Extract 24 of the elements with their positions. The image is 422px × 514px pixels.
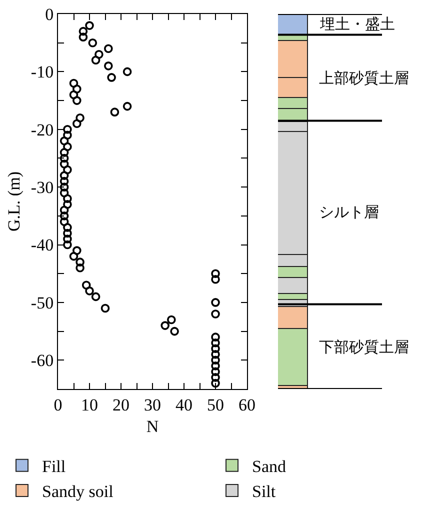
y-tick-label: -60 [30,351,54,370]
x-tick-label: 40 [176,395,192,414]
x-axis-title: N [146,416,159,436]
legend-label: Silt [252,482,276,502]
legend-label: Sandy soil [42,482,114,502]
bar [278,14,308,35]
legend-label: Fill [42,457,66,476]
y-tick-label: -40 [30,236,54,255]
y-tick-label: -50 [30,293,54,312]
x-tick-label: 30 [144,395,161,414]
text: 下部砂質土層 [319,338,409,356]
legend-label: Sand [252,457,286,476]
x-tick-label: 20 [112,395,130,414]
text: 埋土・盛土 [319,15,395,33]
x-tick-label: 60 [238,395,256,414]
y-axis-title: G.L. (m) [4,172,24,232]
x-tick-label: 50 [207,395,224,414]
y-tick-label: -20 [30,120,54,140]
y-tick-label: 0 [45,4,54,24]
x-tick-label: 10 [81,395,98,414]
y-tick-label: -10 [30,62,54,82]
y-tick-label: -30 [30,178,54,198]
text: シルト層 [319,203,379,221]
text: 上部砂質土層 [319,69,409,87]
